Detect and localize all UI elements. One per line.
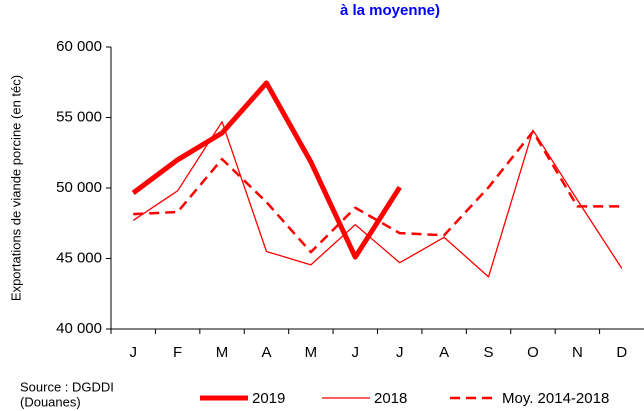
x-tick-label: A: [439, 344, 449, 361]
x-tick-label: D: [616, 344, 627, 361]
x-tick-label: J: [352, 344, 360, 361]
series-line: [133, 130, 622, 254]
legend-label: 2018: [374, 390, 407, 407]
x-tick-label: N: [572, 344, 583, 361]
x-tick-label: S: [484, 344, 494, 361]
y-tick-label: 45 000: [56, 249, 102, 266]
x-tick-label: O: [527, 344, 539, 361]
legend-label: 2019: [252, 390, 285, 407]
x-tick-label: J: [396, 344, 404, 361]
source: (Douanes): [20, 394, 81, 409]
legend-label: Moy. 2014-2018: [502, 390, 609, 407]
chart-title: à la moyenne): [340, 2, 440, 19]
y-tick-label: 50 000: [56, 179, 102, 196]
y-tick-label: 60 000: [56, 38, 102, 55]
y-tick-label: 40 000: [56, 320, 102, 337]
x-tick-label: M: [305, 344, 318, 361]
x-tick-label: A: [261, 344, 271, 361]
x-tick-label: F: [173, 344, 182, 361]
series-line: [131, 80, 402, 260]
x-tick-label: M: [216, 344, 229, 361]
y-axis-label: Exportations de viande porcine (en téc): [8, 75, 23, 301]
x-tick-label: J: [129, 344, 137, 361]
source: Source : DGDDI: [20, 379, 114, 394]
y-tick-label: 55 000: [56, 108, 102, 125]
